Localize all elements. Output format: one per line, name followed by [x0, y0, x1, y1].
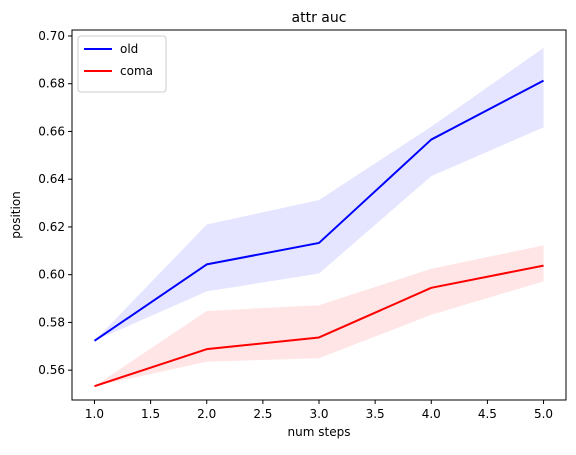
x-tick-label: 2.5 — [253, 407, 272, 421]
band-coma — [94, 245, 544, 387]
confidence-bands — [94, 47, 544, 387]
y-axis-label: position — [9, 191, 23, 239]
x-tick-label: 4.5 — [478, 407, 497, 421]
x-axis-label: num steps — [288, 425, 351, 439]
x-tick-label: 1.5 — [141, 407, 160, 421]
x-tick-label: 1.0 — [85, 407, 104, 421]
x-axis-ticks: 1.0 1.5 2.0 2.5 3.0 3.5 4.0 4.5 5.0 — [85, 400, 553, 421]
series-lines — [93, 79, 545, 388]
y-tick-label: 0.56 — [38, 363, 65, 377]
y-tick-label: 0.66 — [38, 124, 65, 138]
y-tick-label: 0.68 — [38, 77, 65, 91]
y-axis-ticks: 0.56 0.58 0.60 0.62 0.64 0.66 0.68 0.70 — [38, 29, 72, 377]
x-tick-label: 3.0 — [309, 407, 328, 421]
band-old — [94, 47, 544, 341]
x-tick-label: 2.0 — [197, 407, 216, 421]
y-tick-label: 0.70 — [38, 29, 65, 43]
x-tick-label: 5.0 — [534, 407, 553, 421]
x-tick-label: 4.0 — [422, 407, 441, 421]
chart-title: attr auc — [292, 10, 347, 26]
legend-label-old: old — [120, 42, 138, 56]
y-tick-label: 0.64 — [38, 172, 65, 186]
y-tick-label: 0.62 — [38, 220, 65, 234]
series-line-old — [93, 79, 545, 342]
x-tick-label: 3.5 — [366, 407, 385, 421]
y-tick-label: 0.58 — [38, 315, 65, 329]
y-tick-label: 0.60 — [38, 268, 65, 282]
series-line-coma — [94, 264, 544, 388]
legend-label-coma: coma — [120, 64, 153, 78]
legend: old coma — [77, 35, 167, 93]
